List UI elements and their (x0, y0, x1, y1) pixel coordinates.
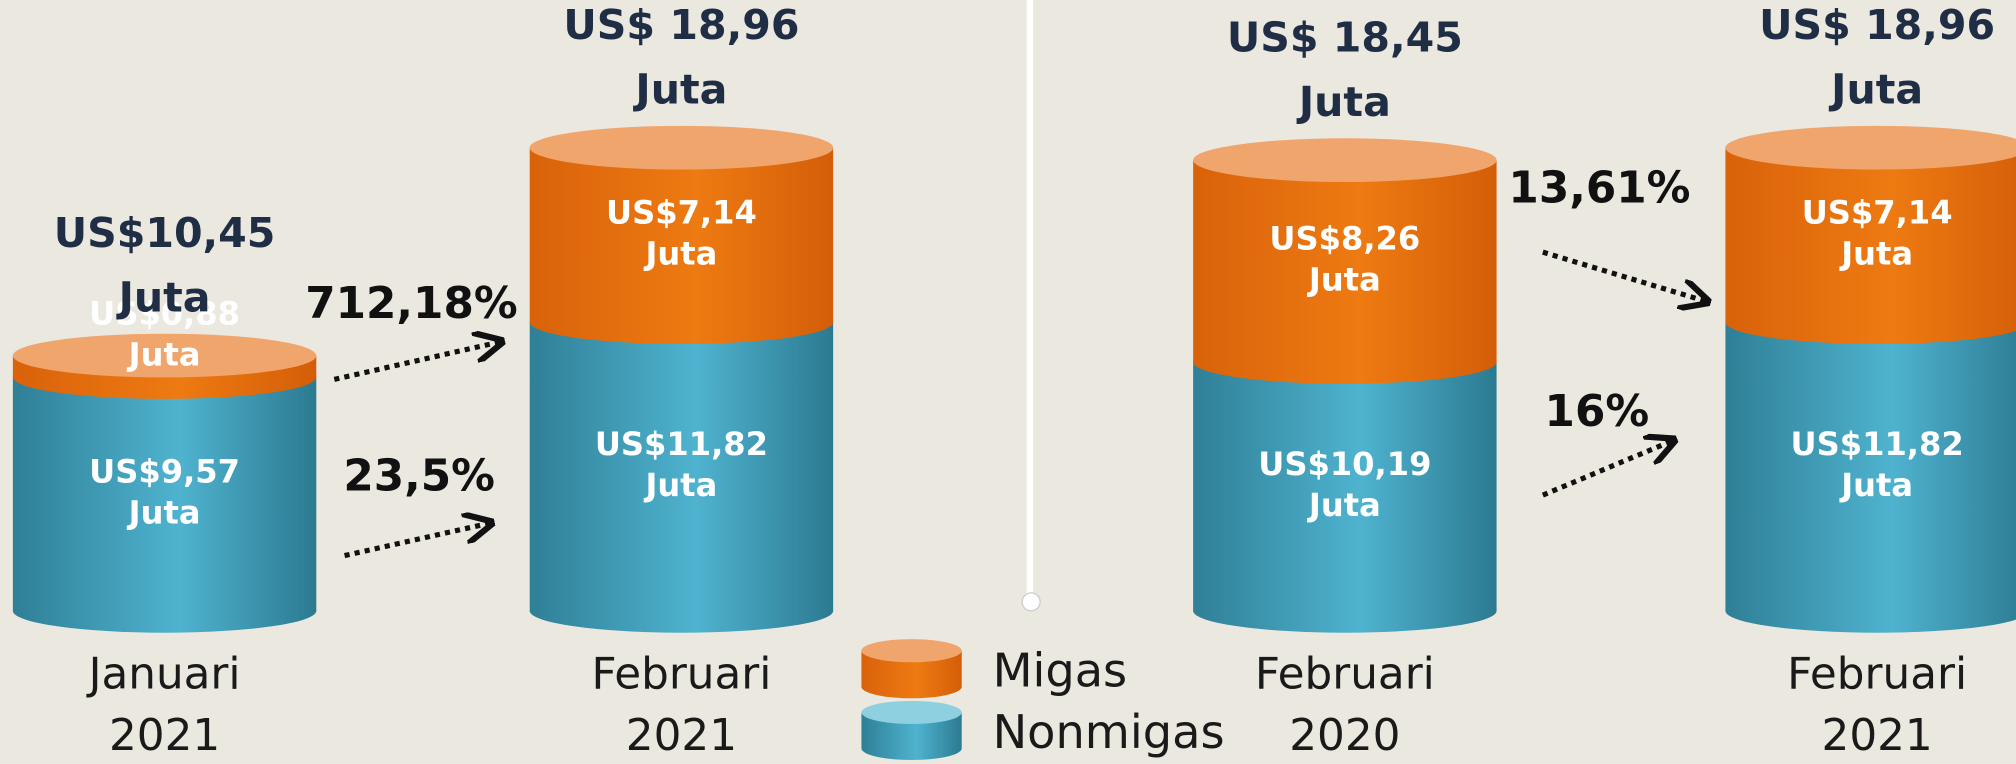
cylinder-top (12, 333, 317, 378)
divider-end (1021, 592, 1041, 612)
category-label: Februari 2020 (1255, 648, 1435, 761)
growth-label: 23,5% (343, 450, 495, 501)
cylinder-segment (529, 147, 834, 323)
cylinder-top (529, 125, 834, 170)
segment-label: US$8,26 Juta (1269, 219, 1420, 298)
segment-label: US$0,88 Juta (89, 294, 240, 373)
growth-label: 16% (1545, 386, 1650, 437)
growth-arrow (344, 523, 489, 559)
total-label: US$ 18,45 Juta (1227, 14, 1463, 126)
growth-arrow (1542, 249, 1705, 301)
cylinder-segment (12, 377, 317, 611)
cylinder-segment (1193, 361, 1497, 611)
growth-label: 712,18% (305, 278, 517, 329)
total-label: US$10,45 Juta (54, 209, 276, 321)
cylinder-top (1193, 138, 1497, 183)
segment-label: US$7,14 Juta (1802, 193, 1953, 272)
segment-label: US$9,57 Juta (89, 452, 240, 531)
cylinder-segment (1725, 147, 2016, 323)
category-label: Februari 2021 (1787, 648, 1967, 761)
cylinder-segment (1193, 160, 1497, 362)
growth-label: 13,61% (1508, 162, 1690, 213)
segment-label: US$10,19 Juta (1258, 445, 1431, 524)
legend-swatch (861, 639, 962, 663)
cylinder-segment (1725, 322, 2016, 611)
legend-label: Nonmigas (993, 705, 1225, 759)
legend-swatch (861, 700, 962, 724)
segment-label: US$11,82 Juta (595, 425, 768, 504)
total-label: US$ 18,96 Juta (1759, 1, 1995, 113)
segment-label: US$11,82 Juta (1791, 425, 1964, 504)
category-label: Februari 2021 (591, 648, 771, 761)
cylinder-top (1725, 125, 2016, 170)
category-label: Januari 2021 (86, 648, 241, 761)
segment-label: US$7,14 Juta (606, 193, 757, 272)
total-label: US$ 18,96 Juta (563, 1, 799, 113)
legend-label: Migas (993, 643, 1128, 697)
cylinder-segment (529, 322, 834, 611)
growth-arrow (1541, 441, 1672, 498)
growth-arrow (333, 342, 499, 382)
